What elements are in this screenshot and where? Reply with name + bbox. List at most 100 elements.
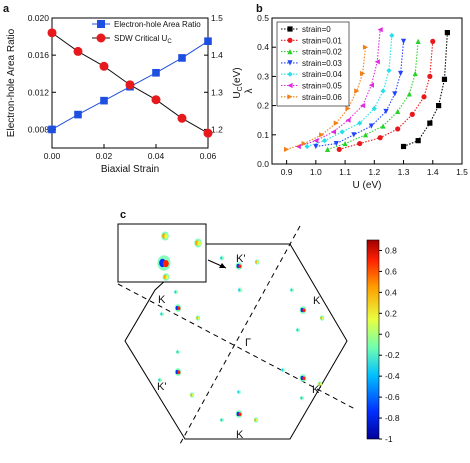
chart-b-point (377, 135, 383, 141)
legend-marker-square (97, 20, 105, 28)
chart-b-ytick-label: 0.1 (257, 130, 269, 140)
panel-letter-b: b (256, 3, 263, 15)
chart-b-point (345, 117, 351, 123)
chart-b-point (415, 138, 421, 144)
spot-core-b (301, 397, 304, 400)
chart-a-ytick-left-label: 0.008 (28, 124, 50, 134)
chart-a-ytick-left-label: 0.020 (28, 13, 50, 23)
colorbar-tick-label: -0.8 (385, 413, 400, 423)
spot-core-b (221, 256, 224, 260)
chart-b-point (427, 73, 433, 79)
chart-b-legend-marker (287, 94, 293, 100)
chart-b-point (421, 94, 427, 100)
chart-a-ytick-left-label: 0.012 (28, 87, 50, 97)
spot-core-b (159, 379, 162, 382)
chart-a-point (48, 125, 56, 134)
chart-b-line (327, 41, 419, 150)
bz-spot (195, 315, 201, 321)
chart-b-point (368, 82, 374, 88)
chart-b-point (313, 138, 319, 144)
chart-b-line (339, 41, 434, 150)
colorbar-tick-label: 0.2 (385, 308, 397, 318)
colorbar-tick-label: 0.8 (385, 245, 397, 255)
spot-core-b (191, 394, 194, 397)
chart-b-point (324, 146, 331, 152)
chart-b-legend-label: strain=0.05 (302, 82, 342, 91)
bz-spot (280, 367, 286, 373)
chart-b-xtick-label: 1.2 (368, 167, 380, 177)
spot-core-b (319, 383, 322, 386)
chart-b-legend-label: strain=0.03 (302, 59, 342, 68)
bz-spot (174, 368, 182, 376)
chart-b-xtick-label: 1.5 (456, 167, 468, 177)
chart-b: 0.9 1.0 1.1 1.2 1.3 1.4 1.50.00.10.20.30.40.5 … (244, 13, 468, 191)
chart-a-point (99, 61, 109, 71)
bz-spot (319, 315, 325, 321)
chart-a-ytick-left-label: 0.016 (28, 50, 50, 60)
chart-b-point (371, 105, 377, 112)
chart-b-frame (271, 17, 463, 165)
brillouin-zone-map: K' K K K' K' K Γ 0.8 0.6 0.4 0.2 0 -0.2 -0.4 -0… (117, 223, 400, 445)
colorbar-tick-label: 0.4 (385, 287, 397, 297)
chart-b-point (313, 143, 319, 150)
chart-b-point (444, 30, 450, 36)
chart-b-point (386, 67, 392, 74)
chart-b-legend-marker (287, 49, 293, 55)
bz-spot (219, 417, 225, 423)
chart-b-point (336, 146, 342, 152)
chart-b-legend: strain=0 strain=0.01 strain=0.02 strain=0.0… (276, 21, 350, 107)
chart-b-point (377, 27, 383, 33)
chart-b-line (306, 35, 393, 148)
colorbar-tick-label: -0.2 (385, 350, 400, 360)
legend-label-sdw: SDW Critical UC (114, 34, 172, 45)
chart-b-line (298, 29, 381, 148)
chart-a-point (178, 54, 186, 62)
chart-b-point (409, 111, 415, 117)
bz-spot (219, 255, 225, 261)
chart-b-legend-marker (287, 82, 293, 89)
chart-a-point (74, 110, 82, 119)
spot-core-b (177, 370, 181, 375)
panel-letter-c: c (120, 209, 126, 221)
inset-arrow-head (219, 263, 226, 268)
chart-b-ytick-label: 0.5 (257, 13, 269, 23)
intensity-spots (157, 231, 325, 423)
chart-a-point (125, 80, 135, 90)
chart-a-point (151, 95, 161, 105)
bz-spot (189, 392, 195, 398)
bz-spot (317, 381, 323, 387)
chart-a: 0.00 0.02 0.04 0.06 0.008 0.012 0.016 0.020 1.2 1… (6, 13, 244, 175)
chart-b-ytick-label: 0.0 (257, 159, 269, 169)
bz-spot (253, 417, 259, 423)
spot-core-b (165, 275, 169, 280)
spot-core-b (177, 351, 180, 354)
bz-spot (235, 410, 243, 418)
spot-core-b (197, 317, 200, 320)
chart-b-point (319, 132, 325, 138)
chart-b-point (322, 138, 328, 144)
spot-core-b (291, 289, 294, 292)
chart-b-point (412, 70, 418, 77)
chart-a-xtick-label: 0.00 (44, 151, 61, 161)
chart-b-line (286, 47, 367, 150)
spot-core-b (197, 241, 201, 246)
chart-b-legend-label: strain=0 (302, 25, 331, 34)
chart-b-point (360, 103, 366, 109)
chart-b-point (295, 143, 301, 150)
chart-b-point (406, 91, 412, 97)
colorbar-tick-label: -0.6 (385, 392, 400, 402)
label-k-right: K (313, 295, 321, 307)
chart-b-legend-label: strain=0.01 (302, 36, 342, 45)
chart-b-ytick-label: 0.4 (257, 42, 269, 52)
legend-label-area-ratio: Electron-hole Area Ratio (114, 20, 201, 29)
chart-a-point (73, 46, 83, 56)
chart-b-point (436, 103, 442, 109)
bz-spot (159, 311, 165, 317)
inset-spot-right (194, 238, 202, 248)
spot-core-b (255, 419, 258, 422)
bz-spot (299, 395, 305, 401)
chart-b-point (333, 140, 339, 147)
spot-core-b (302, 308, 306, 313)
chart-b-point (284, 146, 290, 152)
